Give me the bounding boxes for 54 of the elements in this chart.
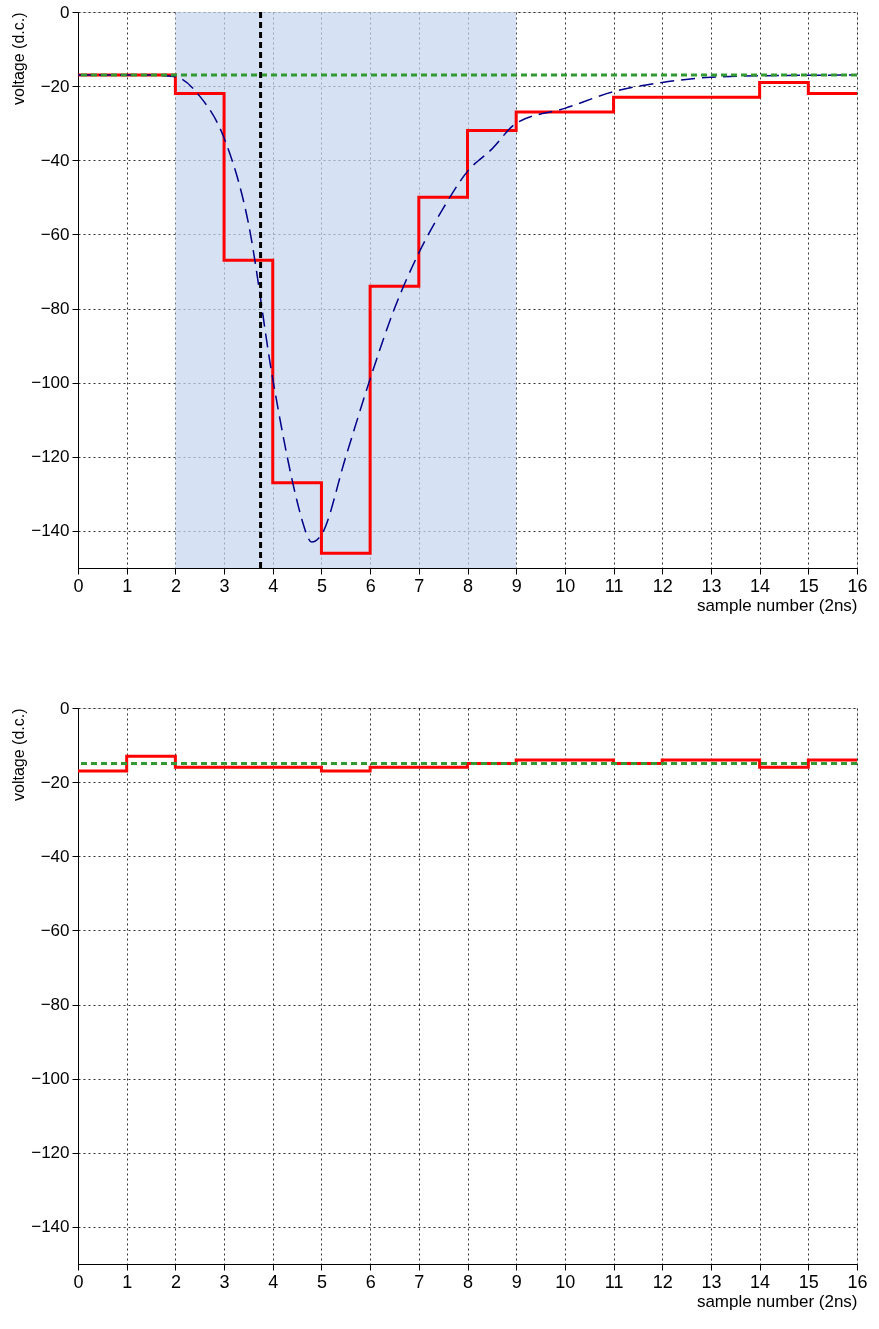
x-tick-label: 8: [462, 575, 474, 596]
x-tick-label: 5: [316, 575, 327, 596]
x-tick-label: 4: [268, 1271, 279, 1292]
x-tick-label: 15: [798, 1271, 819, 1292]
x-tick-label: 3: [219, 575, 230, 596]
y-tick-label: −120: [31, 1143, 70, 1163]
x-tick-label: 7: [414, 1271, 425, 1292]
x-tick-label: 2: [170, 575, 181, 596]
x-tick-label: 2: [170, 1271, 181, 1292]
x-tick-label: 11: [604, 575, 624, 596]
x-axis-title: sample number (2ns): [696, 595, 858, 615]
x-tick-label: 15: [798, 575, 819, 596]
y-tick-label: −20: [40, 76, 70, 96]
x-tick-label: 9: [511, 1271, 522, 1292]
x-tick-label: 13: [701, 575, 722, 596]
x-tick-label: 13: [701, 1271, 722, 1292]
y-tick-label: −80: [40, 299, 70, 319]
y-tick-label: −100: [31, 373, 70, 393]
x-tick-label: 5: [316, 1271, 327, 1292]
x-tick-label: 6: [365, 575, 376, 596]
x-tick-label: 12: [652, 1271, 673, 1292]
x-tick-label: 8: [462, 1271, 474, 1292]
y-tick-label: −140: [31, 521, 70, 541]
x-tick-label: 1: [122, 1271, 133, 1292]
x-tick-label: 6: [365, 1271, 376, 1292]
x-tick-label: 11: [604, 1271, 624, 1292]
x-tick-label: 14: [750, 1271, 771, 1292]
y-tick-label: −140: [31, 1217, 70, 1237]
x-tick-label: 4: [268, 575, 279, 596]
x-tick-label: 10: [555, 1271, 576, 1292]
y-tick-label: 0: [60, 698, 70, 718]
x-tick-label: 3: [219, 1271, 230, 1292]
y-axis-title: voltage (d.c.): [10, 12, 28, 105]
y-tick-label: −40: [40, 846, 70, 866]
x-tick-label: 16: [847, 575, 868, 596]
x-tick-label: 1: [122, 575, 133, 596]
x-tick-label: 7: [414, 575, 425, 596]
y-tick-label: −20: [40, 772, 70, 792]
x-tick-label: 0: [73, 575, 84, 596]
x-tick-label: 12: [652, 575, 673, 596]
y-tick-label: −80: [40, 995, 70, 1015]
x-tick-label: 0: [73, 1271, 84, 1292]
y-tick-label: −40: [40, 150, 70, 170]
y-tick-label: −60: [40, 920, 70, 940]
x-tick-label: 10: [555, 575, 576, 596]
x-tick-label: 9: [511, 575, 522, 596]
y-tick-label: 0: [60, 2, 70, 22]
x-tick-label: 16: [847, 1271, 868, 1292]
x-axis-title: sample number (2ns): [696, 1291, 858, 1311]
y-tick-label: −100: [31, 1069, 70, 1089]
y-axis-title: voltage (d.c.): [10, 708, 28, 801]
x-tick-label: 14: [750, 575, 771, 596]
y-tick-label: −120: [31, 447, 70, 467]
y-tick-label: −60: [40, 224, 70, 244]
